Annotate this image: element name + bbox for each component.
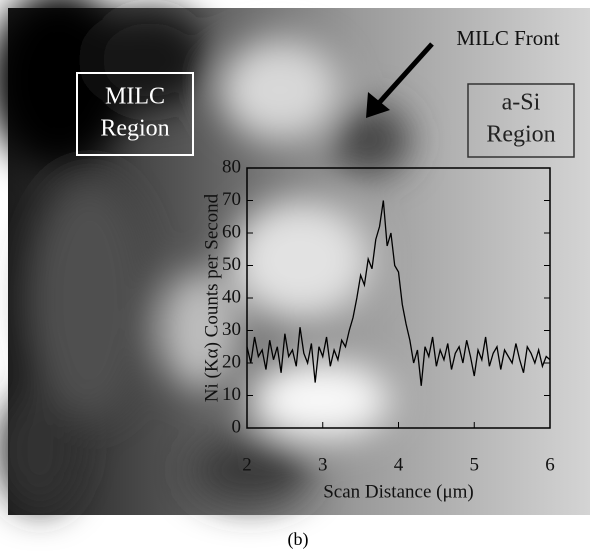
data-line (246, 200, 551, 386)
caption: (b) (288, 529, 309, 550)
arrow-label: MILC Front (456, 26, 559, 50)
region-box (76, 72, 194, 156)
y-tick-label: 30 (222, 319, 241, 340)
region-label: MILC (105, 84, 165, 110)
y-tick-label: 10 (222, 384, 241, 405)
x-tick-label: 4 (394, 454, 404, 475)
y-tick-label: 70 (222, 189, 241, 210)
y-tick-label: 20 (222, 351, 241, 372)
x-tick-label: 5 (470, 454, 480, 475)
micrograph (0, 0, 590, 515)
region-label: a-Si (502, 90, 541, 116)
y-axis-label: Ni (Kα) Counts per Second (201, 193, 222, 402)
y-tick-label: 40 (222, 286, 241, 307)
x-axis-label: Scan Distance (μm) (323, 481, 474, 502)
x-tick-label: 3 (318, 454, 328, 475)
y-tick-label: 0 (232, 416, 242, 437)
y-tick-label: 80 (222, 156, 241, 177)
y-tick-label: 50 (222, 254, 241, 275)
region-label: Region (486, 122, 555, 148)
y-tick-label: 60 (222, 221, 241, 242)
x-tick-label: 2 (242, 454, 252, 475)
arrow (376, 42, 434, 106)
arrow-head (366, 92, 390, 118)
region-box (467, 83, 575, 158)
x-tick-label: 6 (545, 454, 555, 475)
region-label: Region (100, 116, 169, 142)
